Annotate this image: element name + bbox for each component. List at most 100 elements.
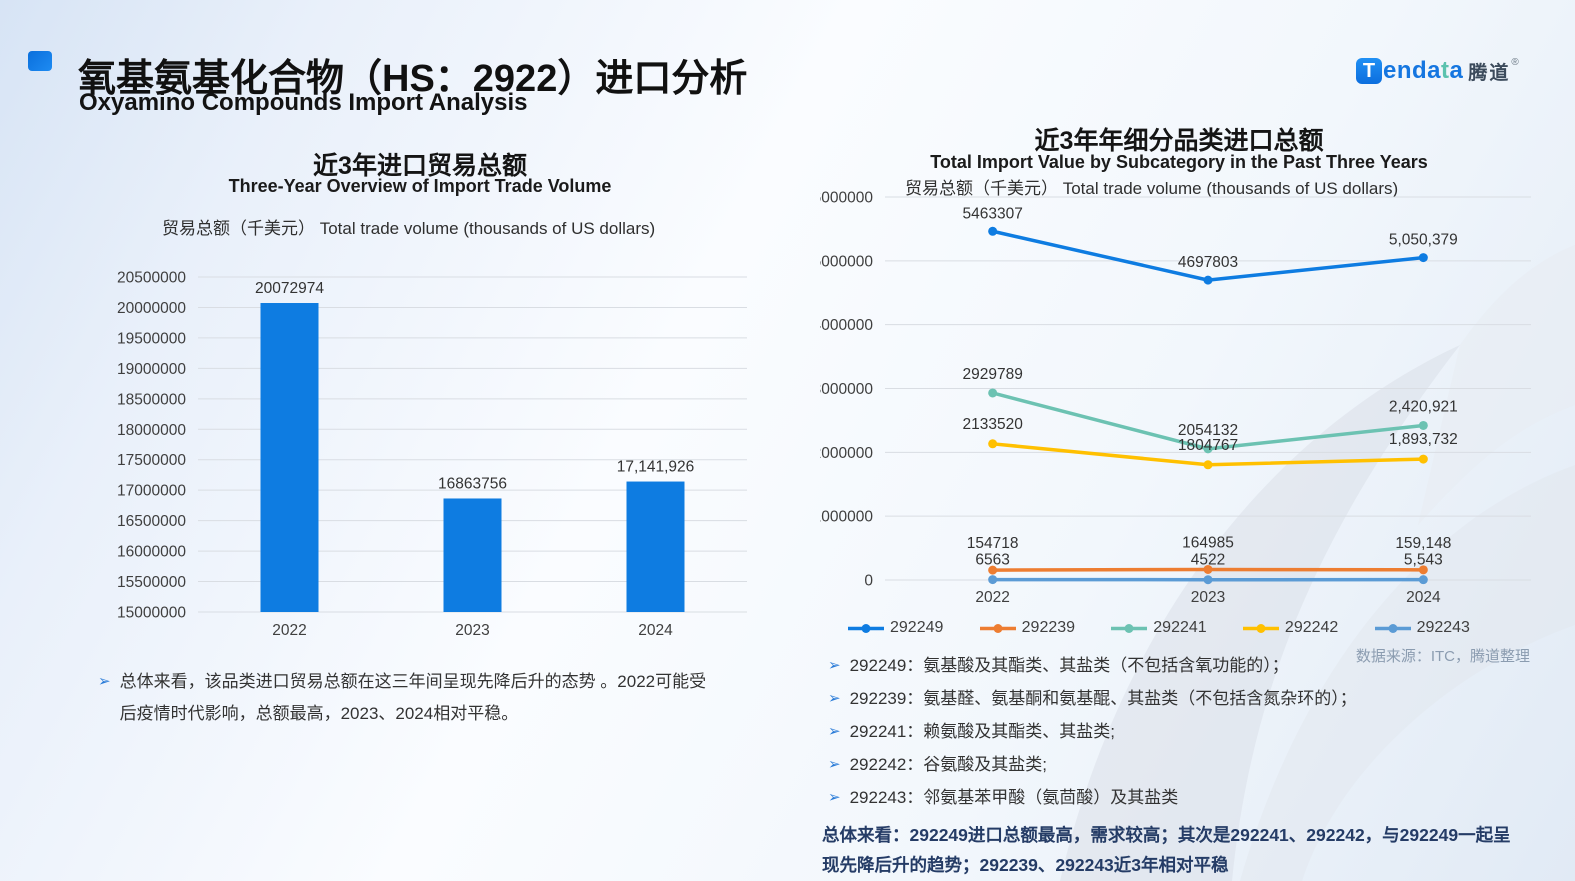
data-point-292241 bbox=[988, 388, 998, 398]
x-tick-label: 2024 bbox=[638, 622, 673, 639]
point-value-label: 5,543 bbox=[1404, 552, 1443, 569]
bullet-text: 292243：邻氨基苯甲酸（氨茴酸）及其盐类 bbox=[849, 788, 1179, 807]
legend-label: 292241 bbox=[1153, 619, 1207, 636]
y-tick-label: 19000000 bbox=[117, 361, 186, 378]
line-chart-svg: 6000000 5000000 4000000 3000000 2000000 10000… bbox=[813, 190, 1531, 606]
x-tick-label: 2024 bbox=[1406, 589, 1441, 606]
list-item: ➢ 292241：赖氨酸及其酯类、其盐类; bbox=[828, 722, 1357, 741]
bullet-arrow-icon: ➢ bbox=[828, 657, 841, 674]
chart-legend: 292249 292239 292241 292242 292243 bbox=[848, 619, 1470, 637]
legend-marker-icon bbox=[979, 623, 1016, 633]
y-tick-label: 6000000 bbox=[820, 190, 873, 207]
data-point-292243 bbox=[988, 575, 998, 585]
right-chart-title-en: Total Import Value by Subcategory in the… bbox=[930, 152, 1428, 172]
legend-label: 292243 bbox=[1416, 619, 1470, 636]
x-tick-label: 2022 bbox=[272, 622, 306, 639]
legend-item-292241: 292241 bbox=[1111, 619, 1207, 637]
y-tick-label: 5000000 bbox=[820, 253, 873, 270]
point-value-label: 6563 bbox=[975, 552, 1009, 569]
y-tick-label: 0 bbox=[864, 573, 873, 590]
bullet-arrow-icon: ➢ bbox=[828, 756, 841, 773]
note-arrow-icon: ➢ bbox=[98, 673, 111, 690]
bullet-arrow-icon: ➢ bbox=[828, 723, 841, 740]
point-value-label: 2054132 bbox=[1178, 422, 1238, 439]
y-tick-label: 19500000 bbox=[117, 330, 186, 347]
list-item: ➢ 292239：氨基醛、氨基酮和氨基醌、其盐类（不包括含氮杂环的）； bbox=[828, 689, 1357, 708]
point-value-label: 2929789 bbox=[962, 366, 1022, 383]
bullet-text: 292241：赖氨酸及其酯类、其盐类; bbox=[849, 722, 1116, 741]
left-note: ➢ 总体来看，该品类进口贸易总额在这三年间呈现先降后升的态势 。2022可能受 … bbox=[98, 666, 746, 730]
point-value-label: 4522 bbox=[1191, 552, 1225, 569]
data-point-292239 bbox=[1203, 564, 1213, 574]
logo-word-part3: a bbox=[1449, 57, 1464, 84]
data-source-note: 数据来源：ITC，腾道整理 bbox=[1355, 648, 1530, 665]
bar-value-label: 16863756 bbox=[438, 475, 507, 492]
data-point-292241 bbox=[1418, 420, 1428, 430]
legend-marker-icon bbox=[1111, 623, 1148, 633]
logo-word-part2: t bbox=[1441, 57, 1450, 84]
x-tick-label: 2023 bbox=[1191, 589, 1225, 606]
left-note-text: 总体来看，该品类进口贸易总额在这三年间呈现先降后升的态势 。2022可能受 后疫… bbox=[120, 666, 707, 730]
y-tick-label: 1000000 bbox=[820, 509, 873, 526]
registered-mark-icon: ® bbox=[1511, 57, 1519, 68]
tendata-logo-word: endata bbox=[1383, 57, 1463, 85]
y-tick-label: 3000000 bbox=[820, 381, 873, 398]
data-point-292242 bbox=[1203, 460, 1213, 470]
bullet-text: 292242：谷氨酸及其盐类; bbox=[849, 755, 1048, 774]
data-point-292249 bbox=[988, 226, 998, 236]
bullet-text: 292239：氨基醛、氨基酮和氨基醌、其盐类（不包括含氮杂环的）； bbox=[849, 689, 1357, 708]
summary-line-1: 总体来看：292249进口总额最高，需求较高；其次是292241、292242，… bbox=[822, 825, 1511, 845]
y-tick-label: 20500000 bbox=[117, 270, 186, 287]
y-tick-label: 18500000 bbox=[117, 391, 186, 408]
bullet-arrow-icon: ➢ bbox=[828, 690, 841, 707]
y-tick-label: 17500000 bbox=[117, 452, 186, 469]
point-value-label: 1804767 bbox=[1178, 437, 1238, 454]
right-summary: 总体来看：292249进口总额最高，需求较高；其次是292241、292242，… bbox=[822, 820, 1528, 880]
y-tick-label: 20000000 bbox=[117, 300, 186, 317]
tendata-logo: T endata 腾道 ® bbox=[1356, 57, 1519, 85]
title-accent-bar bbox=[28, 51, 52, 71]
y-tick-label: 16500000 bbox=[117, 513, 186, 530]
bar-chart-svg: 20500000 20000000 19500000 19000000 18500000… bbox=[117, 270, 747, 639]
point-value-label: 4697803 bbox=[1178, 254, 1238, 271]
point-value-label: 164985 bbox=[1182, 534, 1234, 551]
data-point-292249 bbox=[1418, 253, 1428, 263]
data-point-292242 bbox=[1418, 454, 1428, 464]
y-tick-label: 17000000 bbox=[117, 483, 186, 500]
point-value-label: 1,893,732 bbox=[1389, 431, 1458, 448]
list-item: ➢ 292249：氨基酸及其酯类、其盐类（不包括含氧功能的）； bbox=[828, 656, 1357, 675]
bullet-text: 292249：氨基酸及其酯类、其盐类（不包括含氧功能的）； bbox=[849, 656, 1289, 675]
point-value-label: 159,148 bbox=[1395, 535, 1451, 552]
right-chart-axis-caption: 贸易总额（千美元） Total trade volume (thousands … bbox=[905, 179, 1399, 198]
summary-line-2: 现先降后升的趋势；292239、292243近3年相对平稳 bbox=[822, 855, 1229, 875]
tendata-logo-icon: T bbox=[1356, 58, 1382, 84]
legend-item-292249: 292249 bbox=[848, 619, 943, 637]
legend-item-292243: 292243 bbox=[1374, 619, 1470, 637]
data-point-292239 bbox=[1418, 565, 1428, 575]
bar-2023 bbox=[443, 498, 502, 612]
list-item: ➢ 292243：邻氨基苯甲酸（氨茴酸）及其盐类 bbox=[828, 788, 1357, 807]
point-value-label: 2,420,921 bbox=[1389, 398, 1458, 415]
logo-word-part1: enda bbox=[1383, 57, 1442, 84]
y-tick-label: 4000000 bbox=[820, 317, 873, 334]
legend-item-292242: 292242 bbox=[1242, 619, 1339, 637]
bar-value-label: 20072974 bbox=[255, 280, 324, 297]
y-tick-label: 2000000 bbox=[820, 445, 873, 462]
y-tick-label: 15500000 bbox=[117, 574, 186, 591]
tendata-logo-cn: 腾道 bbox=[1468, 62, 1511, 84]
legend-label: 292242 bbox=[1284, 619, 1339, 636]
bar-2024 bbox=[626, 481, 685, 612]
x-tick-label: 2022 bbox=[975, 589, 1009, 606]
y-tick-label: 15000000 bbox=[117, 605, 186, 622]
data-point-292243 bbox=[1203, 575, 1213, 585]
point-value-label: 2133520 bbox=[962, 416, 1023, 433]
left-chart-title-zh: 近3年进口贸易总额 bbox=[313, 152, 527, 180]
bar-chart: 20500000 20000000 19500000 19000000 18500000… bbox=[100, 255, 760, 652]
data-point-292241 bbox=[1203, 444, 1213, 454]
legend-label: 292249 bbox=[890, 619, 944, 636]
y-tick-label: 18000000 bbox=[117, 422, 186, 439]
note-line-2: 后疫情时代影响，总额最高，2023、2024相对平稳。 bbox=[119, 704, 519, 723]
point-value-label: 5,050,379 bbox=[1389, 232, 1458, 249]
data-point-292243 bbox=[1418, 575, 1428, 585]
